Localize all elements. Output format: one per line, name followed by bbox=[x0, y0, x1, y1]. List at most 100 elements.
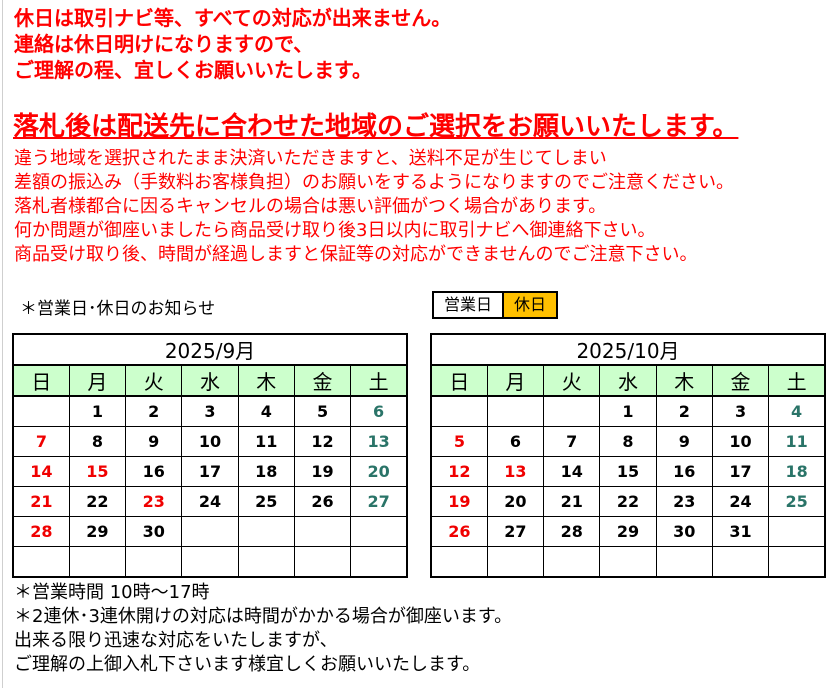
schedule-label: ＊営業日･休日のお知らせ bbox=[20, 299, 216, 319]
day-cell bbox=[12, 546, 70, 578]
day-cell: 10 bbox=[181, 426, 239, 457]
day-cell: 24 bbox=[181, 486, 239, 517]
weekday-header: 火 bbox=[125, 364, 183, 397]
day-cell: 4 bbox=[768, 395, 826, 427]
notice-line: 何か問題が御座いましたら商品受け取り後3日以内に取引ナビへ御連絡下さい。 bbox=[14, 220, 656, 241]
day-cell bbox=[768, 546, 826, 578]
day-cell bbox=[430, 546, 488, 578]
day-cell: 30 bbox=[125, 516, 183, 547]
day-cell: 20 bbox=[350, 456, 408, 487]
weekday-header: 土 bbox=[768, 364, 826, 397]
day-cell: 6 bbox=[486, 426, 545, 457]
day-cell: 10 bbox=[711, 426, 770, 457]
day-cell: 26 bbox=[293, 486, 352, 517]
weekday-header: 火 bbox=[543, 364, 601, 397]
shipping-region-headline: 落札後は配送先に合わせた地域のご選択をお願いいたします。 bbox=[13, 112, 739, 142]
calendar-legend: 営業日 休日 bbox=[432, 291, 559, 319]
day-cell: 25 bbox=[237, 486, 295, 517]
day-cell: 14 bbox=[12, 456, 70, 487]
day-cell: 26 bbox=[430, 516, 488, 547]
day-cell: 9 bbox=[655, 426, 713, 457]
day-cell: 15 bbox=[68, 456, 127, 487]
calendar-september-2025: 2025/9月日月火水木金土 1 2 3 4 5 6 7 8 9 10 11 12 13 14 15 16 17 1… bbox=[12, 333, 408, 578]
day-cell: 9 bbox=[125, 426, 183, 457]
day-cell: 18 bbox=[237, 456, 295, 487]
day-cell: 27 bbox=[350, 486, 408, 517]
day-cell: 18 bbox=[768, 456, 826, 487]
day-cell: 20 bbox=[486, 486, 545, 517]
day-cell bbox=[543, 395, 601, 427]
day-cell: 4 bbox=[237, 395, 295, 427]
calendar-month-title: 2025/10月 bbox=[430, 333, 826, 366]
day-cell: 28 bbox=[543, 516, 601, 547]
notice-line: ご理解の程、宜しくお願いいたします。 bbox=[14, 58, 372, 82]
day-cell bbox=[486, 546, 545, 578]
day-cell: 13 bbox=[486, 456, 545, 487]
day-cell: 23 bbox=[655, 486, 713, 517]
day-cell: 12 bbox=[430, 456, 488, 487]
day-cell: 24 bbox=[711, 486, 770, 517]
weekday-header: 月 bbox=[68, 364, 127, 397]
day-cell: 11 bbox=[237, 426, 295, 457]
weekday-header: 月 bbox=[486, 364, 545, 397]
day-cell bbox=[12, 395, 70, 427]
day-cell bbox=[350, 546, 408, 578]
calendar-month-title: 2025/9月 bbox=[12, 333, 408, 366]
day-cell: 19 bbox=[430, 486, 488, 517]
day-cell bbox=[181, 546, 239, 578]
weekday-header: 水 bbox=[181, 364, 239, 397]
shipping-warning-notice: 違う地域を選択されたまま決済いただきますと、送料不足が生じてしまい差額の振込み（… bbox=[14, 147, 734, 267]
day-cell: 14 bbox=[543, 456, 601, 487]
day-cell bbox=[181, 516, 239, 547]
day-cell bbox=[293, 546, 352, 578]
day-cell bbox=[350, 516, 408, 547]
day-cell: 22 bbox=[68, 486, 127, 517]
day-cell: 7 bbox=[543, 426, 601, 457]
notice-line: 差額の振込み（手数料お客様負担）のお願いをするようになりますのでご注意ください。 bbox=[14, 172, 734, 193]
day-cell: 13 bbox=[350, 426, 408, 457]
notice-line: ＊2連休･3連休開けの対応は時間がかかる場合が御座います。 bbox=[14, 606, 513, 627]
day-cell: 21 bbox=[543, 486, 601, 517]
day-cell bbox=[486, 395, 545, 427]
day-cell: 2 bbox=[655, 395, 713, 427]
day-cell bbox=[68, 546, 127, 578]
day-cell: 22 bbox=[599, 486, 657, 517]
business-hours-notice: ＊営業時間 10時～17時 ＊2連休･3連休開けの対応は時間がかかる場合が御座いま… bbox=[14, 581, 512, 677]
notice-line: 出来る限り迅速な対応をいたしますが、 bbox=[14, 630, 338, 651]
day-cell: 3 bbox=[181, 395, 239, 427]
day-cell bbox=[430, 395, 488, 427]
day-cell: 5 bbox=[293, 395, 352, 427]
weekday-header: 日 bbox=[430, 364, 488, 397]
calendars: 2025/9月日月火水木金土 1 2 3 4 5 6 7 8 9 10 11 12 13 14 15 16 17 1… bbox=[12, 333, 826, 578]
day-cell: 12 bbox=[293, 426, 352, 457]
day-cell: 29 bbox=[68, 516, 127, 547]
day-cell: 21 bbox=[12, 486, 70, 517]
notice-line: ご理解の上御入札下さいます様宜しくお願いいたします。 bbox=[14, 654, 481, 675]
notice-line: 違う地域を選択されたまま決済いただきますと、送料不足が生じてしまい bbox=[14, 148, 607, 169]
day-cell: 7 bbox=[12, 426, 70, 457]
weekday-header: 金 bbox=[711, 364, 770, 397]
day-cell bbox=[768, 516, 826, 547]
holiday-response-notice: 休日は取引ナビ等、すべての対応が出来ません。 連絡は休日明けになりますので、 ご理解… bbox=[14, 5, 451, 83]
day-cell: 15 bbox=[599, 456, 657, 487]
weekday-header: 木 bbox=[655, 364, 713, 397]
weekday-header: 水 bbox=[599, 364, 657, 397]
day-cell: 29 bbox=[599, 516, 657, 547]
day-cell: 2 bbox=[125, 395, 183, 427]
legend-closed-day: 休日 bbox=[502, 291, 559, 319]
day-cell: 8 bbox=[68, 426, 127, 457]
day-cell bbox=[237, 546, 295, 578]
day-cell: 27 bbox=[486, 516, 545, 547]
notice-line: 落札者様都合に因るキャンセルの場合は悪い評価がつく場合があります。 bbox=[14, 196, 607, 217]
day-cell: 31 bbox=[711, 516, 770, 547]
day-cell: 28 bbox=[12, 516, 70, 547]
day-cell: 5 bbox=[430, 426, 488, 457]
notice-line: 休日は取引ナビ等、すべての対応が出来ません。 bbox=[14, 6, 452, 30]
calendar-october-2025: 2025/10月日月火水木金土 1 2 3 4 5 6 7 8 9 10 11 12 13 14 15 16 17… bbox=[430, 333, 826, 578]
day-cell bbox=[293, 516, 352, 547]
day-cell: 19 bbox=[293, 456, 352, 487]
weekday-header: 土 bbox=[350, 364, 408, 397]
day-cell: 17 bbox=[181, 456, 239, 487]
day-cell: 3 bbox=[711, 395, 770, 427]
